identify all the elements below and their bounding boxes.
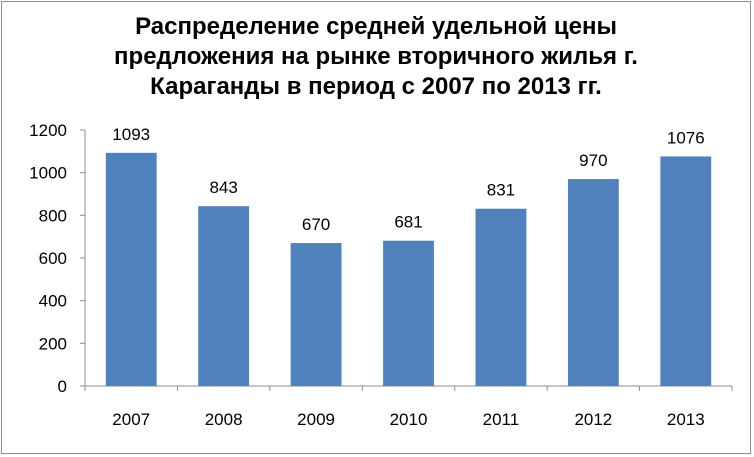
data-label-2011: 831 — [487, 181, 515, 200]
chart-title-line-1: Распределение средней удельной цены — [135, 13, 617, 40]
x-tick-label-2007: 2007 — [112, 410, 150, 429]
x-tick-label-2009: 2009 — [297, 410, 335, 429]
data-label-2013: 1076 — [667, 128, 705, 147]
chart-title-line-3: Караганды в период с 2007 по 2013 гг. — [150, 73, 602, 100]
data-label-2010: 681 — [394, 213, 422, 232]
data-label-2008: 843 — [209, 178, 237, 197]
bar-2011 — [475, 208, 527, 386]
y-tick-label: 800 — [39, 206, 67, 225]
y-tick-label: 1200 — [29, 121, 67, 140]
data-label-2012: 970 — [579, 151, 607, 170]
y-tick-label: 400 — [39, 292, 67, 311]
chart-title: Распределение средней удельной цены пред… — [0, 12, 752, 102]
chart-title-line-2: предложения на рынке вторичного жилья г. — [114, 43, 638, 70]
y-tick-label: 0 — [58, 377, 67, 396]
x-tick-label-2008: 2008 — [205, 410, 243, 429]
x-tick-label-2012: 2012 — [574, 410, 612, 429]
bar-2007 — [105, 152, 157, 386]
y-tick-label: 1000 — [29, 164, 67, 183]
x-tick-label-2011: 2011 — [483, 410, 520, 429]
data-label-2007: 1093 — [112, 125, 150, 144]
bar-2013 — [660, 156, 712, 386]
x-tick-label-2010: 2010 — [390, 410, 428, 429]
bar-2012 — [567, 179, 619, 386]
x-tick-label-2013: 2013 — [667, 410, 705, 429]
bar-2010 — [383, 240, 434, 386]
bar-2008 — [198, 206, 250, 386]
bar-2009 — [290, 243, 342, 386]
data-label-2009: 670 — [302, 215, 330, 234]
y-tick-label: 200 — [39, 334, 67, 353]
y-tick-label: 600 — [39, 249, 67, 268]
